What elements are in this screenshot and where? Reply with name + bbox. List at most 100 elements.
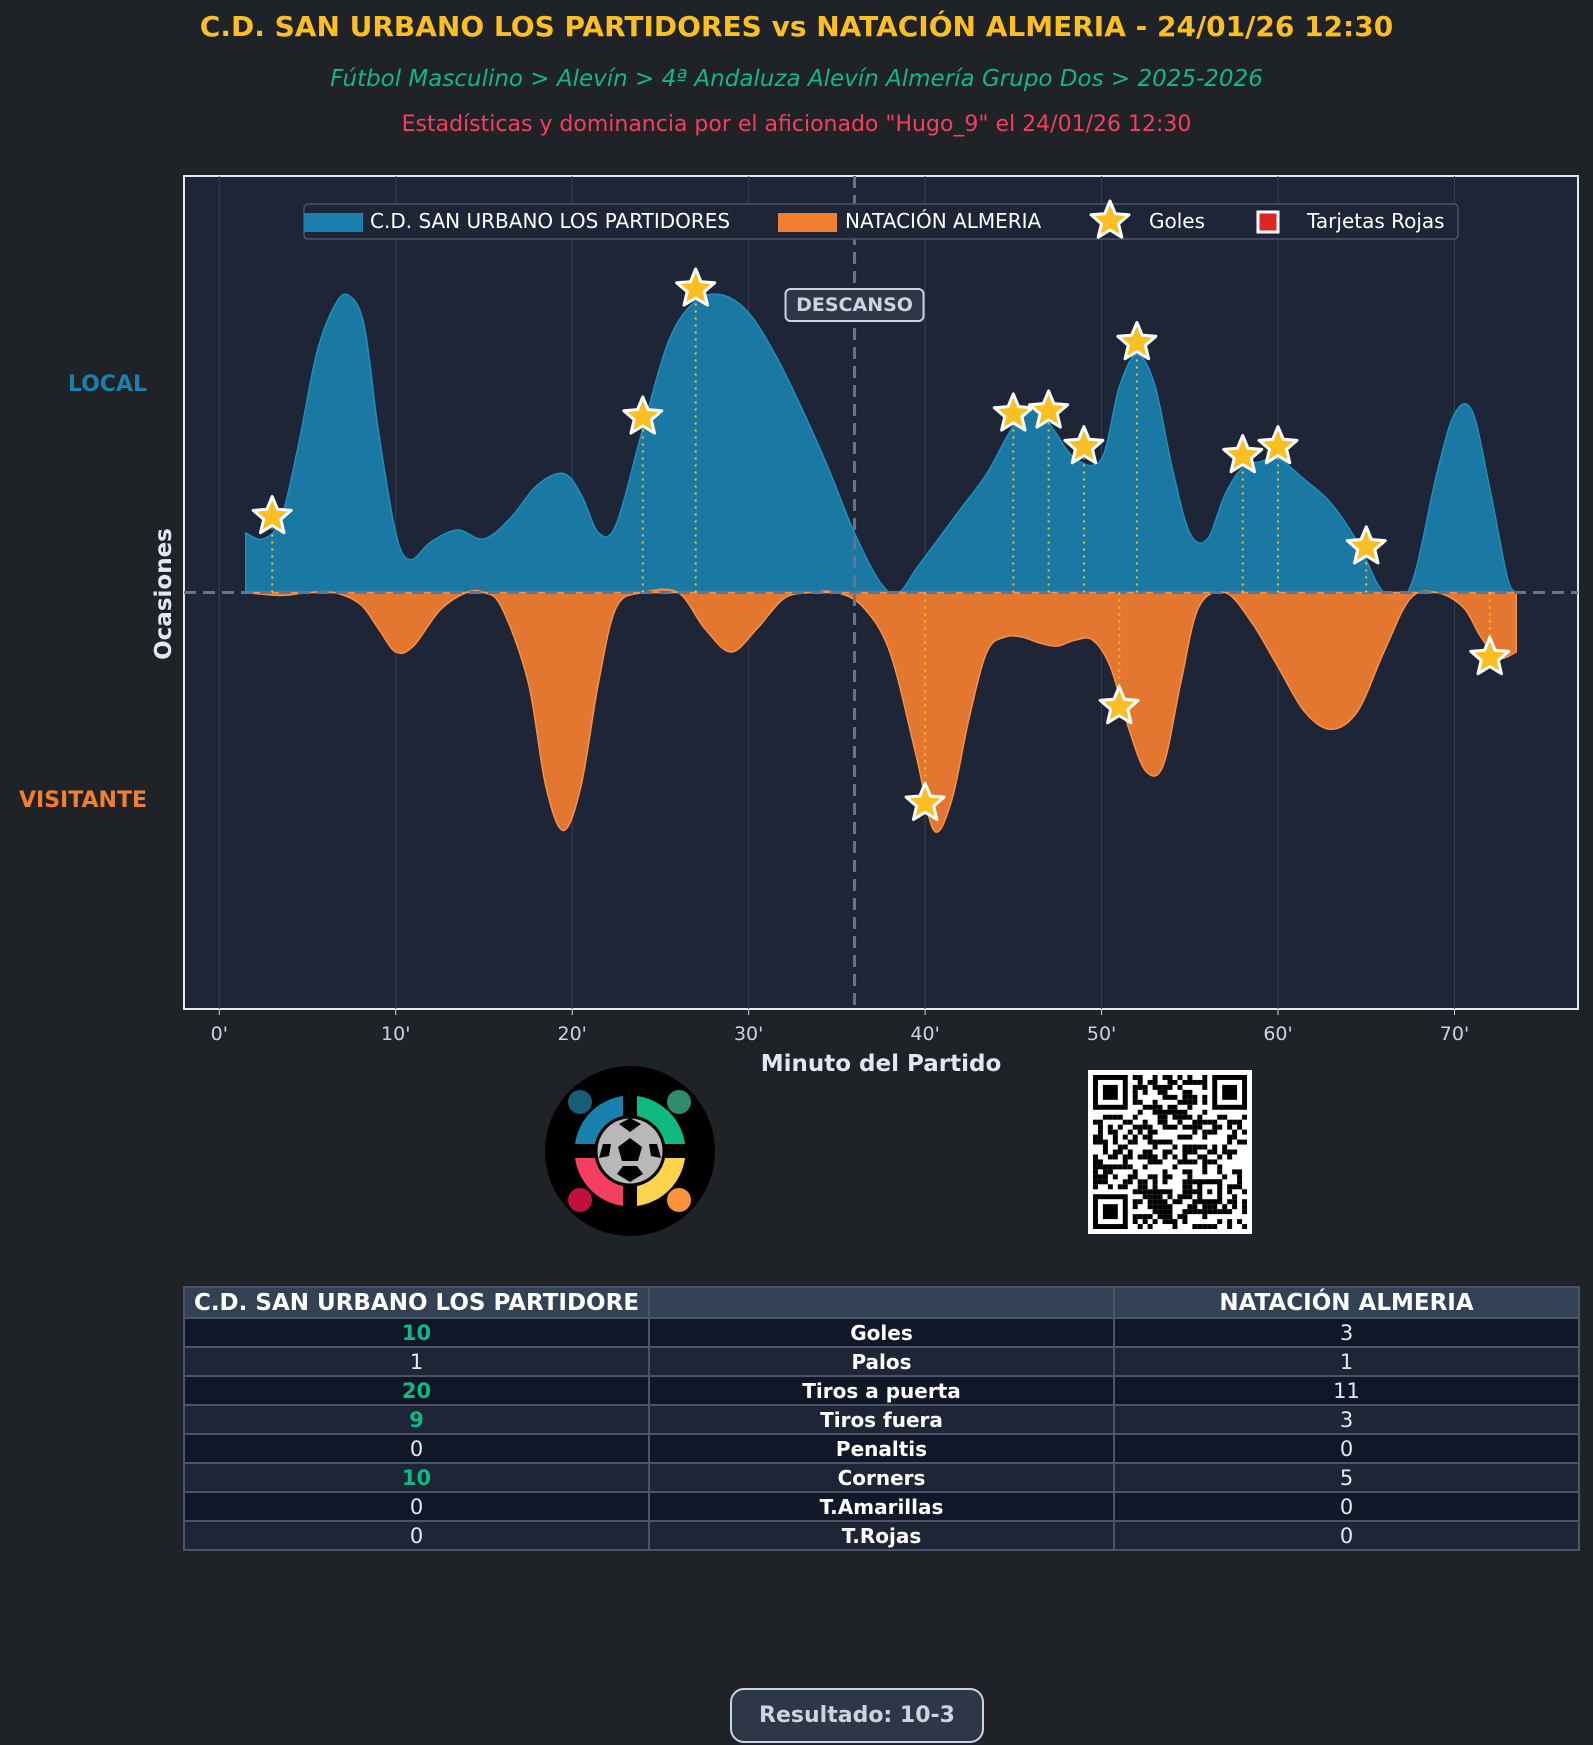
dominance-chart: DESCANSO 0' 10' 20' 30' 40' 50' 60' 70' Minuto …: [19, 175, 1579, 1077]
stats-table: C.D. SAN URBANO LOS PARTIDORE NATACIÓN A…: [183, 1286, 1580, 1551]
qr-module: [1167, 1209, 1173, 1215]
qr-module: [1147, 1224, 1153, 1230]
qr-module: [1162, 1204, 1168, 1210]
qr-module: [1142, 1119, 1148, 1125]
stats-header-middle: [648, 1286, 1115, 1319]
qr-module: [1132, 1199, 1138, 1205]
qr-module: [1192, 1199, 1198, 1205]
qr-module: [1142, 1154, 1148, 1160]
qr-module: [1157, 1204, 1163, 1210]
qr-module: [1137, 1224, 1143, 1230]
qr-module: [1152, 1079, 1158, 1085]
qr-module: [1192, 1124, 1198, 1130]
qr-module: [1162, 1139, 1168, 1145]
qr-module: [1222, 1149, 1228, 1155]
side-label-local: LOCAL: [68, 372, 147, 397]
qr-module: [1227, 1119, 1233, 1125]
legend-label-local: C.D. SAN URBANO LOS PARTIDORES: [370, 209, 730, 233]
qr-module: [1207, 1159, 1213, 1165]
qr-module: [1202, 1074, 1208, 1080]
qr-module: [1212, 1204, 1218, 1210]
qr-module: [1162, 1214, 1168, 1220]
qr-module: [1147, 1134, 1153, 1140]
qr-module: [1162, 1169, 1168, 1175]
stat-label: T.Rojas: [648, 1520, 1115, 1551]
x-tick-label: 10': [381, 1023, 410, 1045]
goal-star-icon-visitor: [1098, 685, 1140, 725]
qr-module: [1157, 1189, 1163, 1195]
qr-module: [1132, 1219, 1138, 1225]
qr-module: [1172, 1224, 1178, 1230]
qr-module: [1202, 1154, 1208, 1160]
qr-module: [1157, 1159, 1163, 1165]
stat-label: Penaltis: [648, 1433, 1115, 1464]
qr-module: [1147, 1139, 1153, 1145]
qr-module: [1127, 1119, 1133, 1125]
qr-module: [1202, 1164, 1208, 1170]
goal-star-icon-local: [1063, 425, 1105, 465]
qr-module: [1212, 1224, 1218, 1230]
goal-star-icon-local: [1222, 434, 1264, 474]
stats-row-goles: 10 Goles 3: [183, 1317, 1580, 1348]
qr-module: [1112, 1164, 1118, 1170]
qr-module: [1132, 1214, 1138, 1220]
qr-module: [1147, 1124, 1153, 1130]
qr-module: [1227, 1199, 1233, 1205]
qr-module: [1162, 1149, 1168, 1155]
qr-module: [1132, 1134, 1138, 1140]
stat-label: Tiros a puerta: [648, 1375, 1115, 1406]
qr-module: [1182, 1094, 1188, 1100]
qr-module: [1232, 1194, 1238, 1200]
qr-module: [1157, 1109, 1163, 1115]
qr-module: [1187, 1104, 1193, 1110]
qr-module: [1097, 1124, 1103, 1130]
qr-module: [1202, 1119, 1208, 1125]
qr-module: [1187, 1079, 1193, 1085]
qr-module: [1177, 1199, 1183, 1205]
qr-module: [1117, 1144, 1123, 1150]
x-axis-label: Minuto del Partido: [761, 1051, 1002, 1077]
qr-module: [1142, 1194, 1148, 1200]
qr-module: [1207, 1149, 1213, 1155]
qr-module: [1157, 1199, 1163, 1205]
qr-module: [1187, 1209, 1193, 1215]
final-score-badge: Resultado: 10-3: [730, 1688, 984, 1743]
qr-module: [1102, 1144, 1108, 1150]
stat-label: Palos: [648, 1346, 1115, 1377]
qr-module: [1177, 1194, 1183, 1200]
qr-module: [1107, 1184, 1113, 1190]
qr-module: [1192, 1149, 1198, 1155]
qr-module: [1217, 1124, 1223, 1130]
qr-module: [1157, 1119, 1163, 1125]
qr-module: [1202, 1204, 1208, 1210]
qr-module: [1242, 1199, 1248, 1205]
qr-module: [1107, 1129, 1113, 1135]
qr-module: [1192, 1179, 1198, 1185]
stat-home-value: 0: [183, 1491, 650, 1522]
qr-module: [1092, 1134, 1098, 1140]
legend-label-goals: Goles: [1149, 209, 1205, 233]
qr-module: [1102, 1169, 1108, 1175]
qr-module: [1232, 1199, 1238, 1205]
qr-module: [1202, 1224, 1208, 1230]
qr-module: [1182, 1149, 1188, 1155]
legend-label-red-cards: Tarjetas Rojas: [1306, 209, 1445, 233]
qr-module: [1237, 1219, 1243, 1225]
legend-label-visitor: NATACIÓN ALMERIA: [845, 209, 1042, 233]
qr-module: [1242, 1139, 1248, 1145]
qr-module: [1172, 1199, 1178, 1205]
stat-home-value: 0: [183, 1520, 650, 1551]
qr-module: [1112, 1149, 1118, 1155]
qr-module: [1152, 1099, 1158, 1105]
qr-module: [1132, 1074, 1138, 1080]
stat-home-value: 20: [183, 1375, 650, 1406]
qr-module: [1152, 1204, 1158, 1210]
stat-away-value: 1: [1113, 1346, 1580, 1377]
stats-header-away: NATACIÓN ALMERIA: [1113, 1286, 1580, 1319]
qr-module: [1167, 1194, 1173, 1200]
qr-module: [1192, 1144, 1198, 1150]
stat-away-value: 0: [1113, 1491, 1580, 1522]
qr-module: [1142, 1184, 1148, 1190]
qr-module: [1107, 1154, 1113, 1160]
qr-module: [1142, 1084, 1148, 1090]
